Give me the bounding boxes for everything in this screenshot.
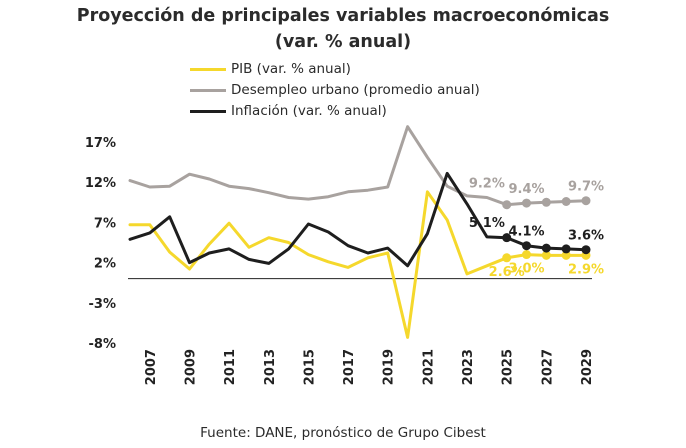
data-point-desempleo [581,196,591,206]
data-point-desempleo [541,197,551,207]
chart-title: Proyección de principales variables macr… [76,6,610,26]
data-point-inflacion [522,241,532,251]
x-tick-label: 2025 [501,349,516,385]
data-point-pib [541,250,551,260]
data-label-inflacion: 5.1% [469,216,505,231]
data-label-pib: 2.6% [489,265,525,280]
x-tick-label: 2011 [223,349,238,385]
y-axis-tick-labels: 17% 12% 7% 2% -3% -8% [85,136,116,352]
legend-label-pib: PIB (var. % anual) [231,61,351,77]
data-label-pib: 3.0% [508,262,544,277]
data-point-pib [561,250,571,260]
chart-subtitle: (var. % anual) [274,32,412,52]
x-tick-label: 2007 [144,349,159,385]
source-note: Fuente: DANE, pronóstico de Grupo Cibest [200,425,486,441]
data-label-desempleo: 9.4% [508,182,544,197]
x-tick-label: 2015 [302,349,317,385]
y-tick-label: 2% [94,257,116,272]
x-tick-label: 2023 [461,349,476,385]
legend-swatch-inflacion [190,110,226,113]
legend-swatch-desempleo [190,89,226,92]
data-label-desempleo: 9.2% [469,176,505,191]
x-tick-label: 2029 [580,349,595,385]
data-point-inflacion [541,243,551,253]
data-point-desempleo [522,198,532,208]
data-label-desempleo: 9.7% [568,180,604,195]
data-labels: 2.6%3.0% 2.9% 9.2% 9.4% 9.7% 5.1%4.1% 3.6% [469,176,604,279]
y-tick-label: -3% [89,297,116,312]
x-tick-label: 2009 [183,349,198,385]
data-point-pib [522,250,532,260]
legend-label-inflacion: Inflación (var. % anual) [231,103,387,119]
y-tick-label: -8% [89,337,116,352]
data-label-pib: 2.9% [568,262,604,277]
data-point-inflacion [561,244,571,254]
x-tick-label: 2019 [382,349,397,385]
x-tick-label: 2021 [421,349,436,385]
legend-label-desempleo: Desempleo urbano (promedio anual) [231,82,480,98]
x-tick-label: 2013 [263,349,278,385]
data-label-inflacion: 3.6% [568,229,604,244]
y-tick-label: 17% [85,136,116,151]
data-point-desempleo [561,196,571,206]
data-point-inflacion [502,233,512,243]
x-tick-label: 2017 [342,349,357,385]
y-tick-label: 12% [85,176,116,191]
data-point-inflacion [581,245,591,255]
data-label-inflacion: 4.1% [508,225,544,240]
x-axis-tick-labels: 2007 2009 2011 2013 2015 2017 2019 2021 2023 2025… [144,349,595,385]
data-point-pib [502,253,512,263]
y-tick-label: 7% [94,216,116,231]
data-point-desempleo [502,200,512,210]
legend-swatch-pib [190,68,226,71]
x-tick-label: 2027 [540,349,555,385]
series-markers [502,196,591,263]
